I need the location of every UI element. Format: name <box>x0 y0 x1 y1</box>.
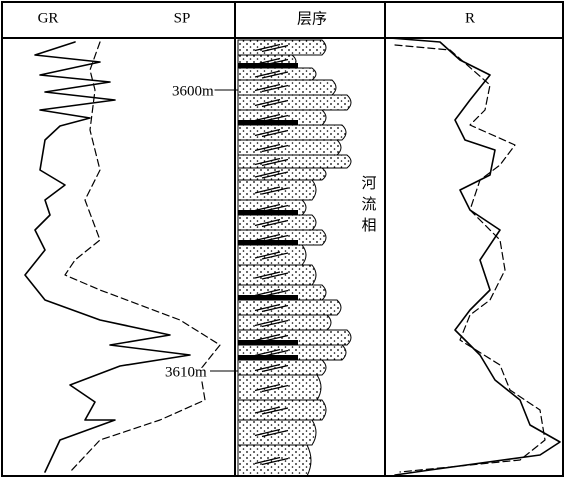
cross-bedding <box>254 333 289 343</box>
track-label: R <box>465 10 475 26</box>
depth-label: 3600m <box>172 83 214 99</box>
cross-bedding <box>254 288 289 298</box>
cross-bedding <box>254 128 289 138</box>
cross-bedding <box>254 383 289 393</box>
cross-bedding <box>254 233 289 243</box>
track-label: SP <box>174 10 191 26</box>
shale-band <box>238 355 298 360</box>
lithology-bed <box>237 79 337 96</box>
cross-bedding <box>254 218 289 228</box>
r-dashed-curve <box>394 44 546 473</box>
lithology-bed <box>237 314 332 331</box>
cross-bedding <box>254 428 289 438</box>
gr-curve <box>24 41 191 473</box>
cross-bedding <box>254 57 289 67</box>
lithology-bed <box>237 299 342 316</box>
lithology-bed <box>237 244 307 266</box>
cross-bedding <box>254 113 289 123</box>
shale-band <box>238 120 298 125</box>
cross-bedding <box>254 303 289 313</box>
cross-bedding <box>254 157 289 167</box>
lithology-bed <box>237 139 342 156</box>
depth-label: 3610m <box>165 364 207 380</box>
lithology-bed <box>237 124 347 141</box>
cross-bedding <box>254 406 289 415</box>
lithology-bed <box>237 154 352 169</box>
cross-bedding <box>254 83 289 93</box>
track-label: 层序 <box>297 10 327 28</box>
shale-band <box>238 240 298 245</box>
shale-band <box>238 210 298 215</box>
r-curve <box>389 37 561 476</box>
cross-bedding <box>254 98 289 108</box>
cross-bedding <box>254 363 289 373</box>
cross-bedding <box>254 203 289 213</box>
cross-bedding <box>254 456 289 466</box>
cross-bedding <box>254 318 289 328</box>
lithology-bed <box>237 94 352 111</box>
cross-bedding <box>254 170 289 179</box>
cross-bedding <box>254 143 289 153</box>
cross-bedding <box>254 70 289 79</box>
shale-band <box>238 295 298 300</box>
cross-bedding <box>254 251 289 260</box>
lithology-bed <box>237 444 312 477</box>
track-label: GR <box>38 10 59 26</box>
cross-bedding <box>254 43 289 53</box>
lithology-column <box>237 39 352 477</box>
facies-label: 河流相 <box>360 175 378 238</box>
sp-curve <box>64 41 221 473</box>
shale-band <box>238 63 298 68</box>
shale-band <box>238 340 298 345</box>
cross-bedding <box>254 271 289 280</box>
cross-bedding <box>254 186 289 195</box>
cross-bedding <box>254 348 289 358</box>
